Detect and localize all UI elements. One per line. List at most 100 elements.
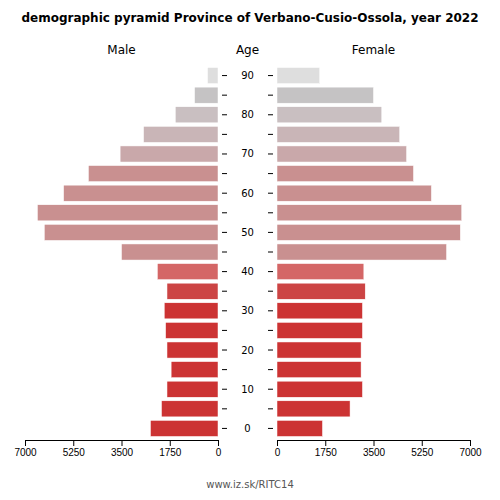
tick: 3500 [111,440,134,458]
tick-mark [122,440,123,446]
tick-mark [25,440,26,446]
tick-mark [73,440,74,446]
tick: 3500 [363,440,386,458]
tick-mark [218,440,219,446]
bar [161,401,218,417]
age-tick-mark [222,232,227,233]
age-label: 20 [241,345,254,356]
bar [277,68,320,84]
tick-label: 7000 [14,447,37,458]
age-tick-mark [268,389,273,390]
age-tick-mark [268,75,273,76]
age-tick-mark [268,114,273,115]
age-tick-mark [222,114,227,115]
age-tick-mark [222,310,227,311]
bar [277,303,362,319]
tick: 0 [216,440,222,458]
bars-left [37,68,218,437]
bar [195,87,218,103]
tick: 1750 [315,440,338,458]
bar [166,322,218,338]
bars-right [277,68,462,437]
tick-label: 3500 [111,447,134,458]
bar [208,68,218,84]
bar [277,185,431,201]
bar [277,244,447,260]
tick-label: 3500 [363,447,386,458]
tick: 7000 [459,440,482,458]
bar [44,224,218,240]
age-tick-mark [222,75,227,76]
x-axis: 01750350052507000 [275,440,482,458]
age-tick-mark [268,232,273,233]
age-tick-mark [268,291,273,292]
age-tick-mark [268,369,273,370]
bar [164,303,218,319]
age-tick-mark [222,134,227,135]
age-tick-mark [268,153,273,154]
bar [277,322,362,338]
chart: demographic pyramid Province of Verbano-… [0,0,500,500]
bar [277,283,365,299]
age-tick-mark [268,408,273,409]
tick-mark [170,440,171,446]
tick-mark [277,440,278,446]
age-tick-mark [222,408,227,409]
age-tick-mark [268,212,273,213]
age-tick-mark [222,153,227,154]
title: demographic pyramid Province of Verbano-… [21,11,478,25]
bar [122,244,219,260]
bar [64,185,218,201]
age-label: 0 [244,423,250,434]
bar [277,126,400,142]
age-tick-mark [268,350,273,351]
age-axis: 0102030405060708090 [222,70,273,434]
age-tick-mark [268,95,273,96]
age-tick-mark [222,428,227,429]
tick: 7000 [14,440,37,458]
bar [277,381,362,397]
bar [37,205,218,221]
age-tick-mark [222,350,227,351]
bar [277,166,413,182]
age-label: 70 [241,148,254,159]
age-tick-mark [222,271,227,272]
age-tick-mark [222,330,227,331]
bar [157,264,218,280]
series-header: Male [107,43,135,57]
age-label: 50 [241,227,254,238]
bar [144,126,218,142]
bar [277,401,350,417]
age-tick-mark [268,193,273,194]
bar [277,420,322,436]
age-tick-mark [268,428,273,429]
bar [277,205,462,221]
age-tick-mark [268,252,273,253]
axis-line [26,441,219,447]
age-tick-mark [222,95,227,96]
age-tick-mark [268,310,273,311]
bar [175,107,218,123]
bar [277,87,374,103]
tick-mark [470,440,471,446]
bar [171,362,218,378]
bar [150,420,218,436]
age-tick-mark [222,173,227,174]
tick: 5250 [63,440,86,458]
age-tick-mark [222,193,227,194]
tick: 1750 [159,440,182,458]
tick: 5250 [411,440,434,458]
x-axis: 0 1750 3500 5250 7000 [14,440,221,458]
age-tick-mark [268,271,273,272]
bar [277,224,460,240]
bar [120,146,218,162]
age-label: 90 [241,70,254,81]
tick-label: 7000 [459,447,482,458]
age-tick-mark [222,212,227,213]
bar [277,362,361,378]
bar [167,342,218,358]
axis-title: Age [236,43,259,57]
age-label: 30 [241,305,254,316]
tick-label: 5250 [63,447,86,458]
age-tick-mark [222,389,227,390]
